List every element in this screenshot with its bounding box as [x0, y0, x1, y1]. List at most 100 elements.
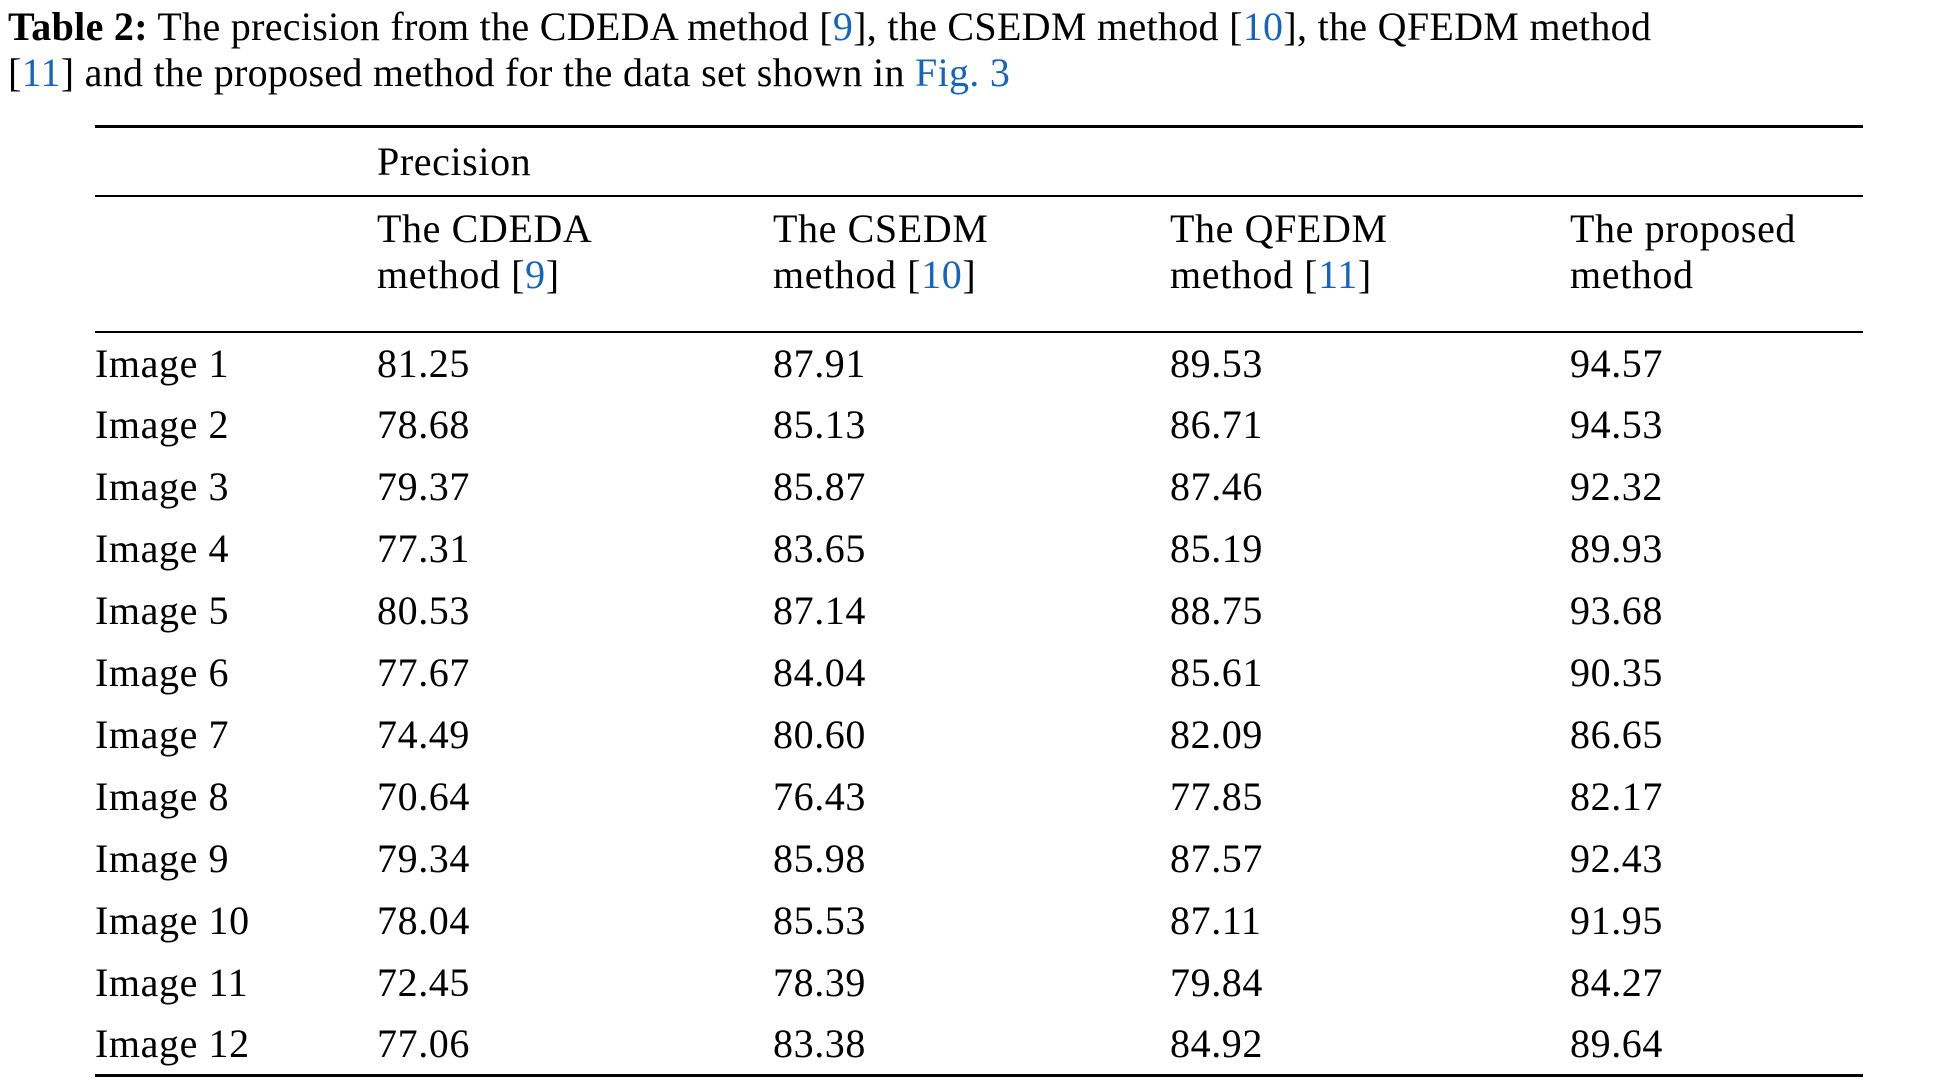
precision-value: 80.60 — [773, 712, 866, 757]
precision-value: 82.17 — [1570, 774, 1663, 819]
table-row: Image 6 77.67 84.04 85.61 90.35 — [95, 642, 1863, 704]
precision-value: 74.49 — [377, 712, 470, 757]
row-label: Image 11 — [95, 960, 249, 1005]
precision-value: 70.64 — [377, 774, 470, 819]
table-row: Image 9 79.34 85.98 87.57 92.43 — [95, 828, 1863, 890]
row-label: Image 5 — [95, 588, 230, 633]
precision-value: 83.65 — [773, 526, 866, 571]
table-row: Image 3 79.37 85.87 87.46 92.32 — [95, 456, 1863, 518]
precision-value: 87.46 — [1170, 464, 1263, 509]
column-header-line1: The QFEDM — [1170, 205, 1388, 251]
row-label: Image 12 — [95, 1021, 250, 1067]
reference-link[interactable]: 9 — [832, 4, 854, 49]
column-header-line1: The CDEDA — [377, 205, 593, 251]
precision-value: 85.98 — [773, 836, 866, 881]
group-header-precision: Precision — [377, 126, 1864, 197]
column-header-text: ] — [1357, 251, 1372, 297]
column-header: The CSEDM method [10] — [773, 195, 1170, 333]
precision-value: 87.14 — [773, 588, 866, 633]
precision-value: 85.13 — [773, 402, 866, 447]
row-label: Image 2 — [95, 402, 230, 447]
precision-value: 77.85 — [1170, 774, 1263, 819]
column-header-line1: The CSEDM — [773, 205, 989, 251]
reference-link[interactable]: 10 — [921, 251, 963, 297]
table-row: Image 10 78.04 85.53 87.11 91.95 — [95, 890, 1863, 952]
stub-cell — [95, 126, 377, 197]
precision-value: 84.92 — [1170, 1021, 1263, 1067]
precision-value: 87.11 — [1170, 898, 1262, 943]
column-header-line2: method — [1570, 252, 1863, 298]
precision-value: 94.53 — [1570, 402, 1663, 447]
precision-value: 94.57 — [1570, 340, 1663, 386]
caption-text: [ — [8, 50, 22, 95]
precision-value: 72.45 — [377, 960, 470, 1005]
precision-value: 85.87 — [773, 464, 866, 509]
caption-text: ] and the proposed method for the data s… — [60, 50, 916, 95]
precision-value: 77.31 — [377, 526, 470, 571]
precision-value: 85.61 — [1170, 650, 1263, 695]
precision-value: 87.91 — [773, 340, 866, 386]
precision-value: 85.19 — [1170, 526, 1263, 571]
column-header-text: method [ — [377, 251, 526, 297]
table-row: Image 5 80.53 87.14 88.75 93.68 — [95, 580, 1863, 642]
precision-value: 77.67 — [377, 650, 470, 695]
precision-value: 86.71 — [1170, 402, 1263, 447]
column-header-row: The CDEDA method [9] The CSEDM method [10] T… — [95, 195, 1864, 333]
precision-value: 89.64 — [1570, 1021, 1663, 1067]
precision-value: 84.04 — [773, 650, 866, 695]
row-label: Image 4 — [95, 526, 230, 571]
reference-link[interactable]: 11 — [21, 50, 61, 95]
table-row: Image 1 81.25 87.91 89.53 94.57 — [95, 332, 1863, 394]
precision-value: 78.04 — [377, 898, 470, 943]
precision-value: 82.09 — [1170, 712, 1263, 757]
table-row: Image 11 72.45 78.39 79.84 84.27 — [95, 952, 1863, 1014]
precision-value: 87.57 — [1170, 836, 1263, 881]
row-label: Image 9 — [95, 836, 230, 881]
caption-text: Table 2: — [8, 4, 148, 49]
column-header-line2: method [10] — [773, 252, 1170, 298]
precision-table: Precision The CDEDA method [9] The CSEDM me… — [95, 125, 1864, 1077]
precision-value: 76.43 — [773, 774, 866, 819]
precision-value: 79.84 — [1170, 960, 1263, 1005]
column-header: The QFEDM method [11] — [1170, 195, 1570, 333]
column-header-text: ] — [545, 251, 560, 297]
precision-value: 81.25 — [377, 340, 470, 386]
precision-value: 92.43 — [1570, 836, 1663, 881]
column-header: The proposed method — [1570, 195, 1864, 333]
precision-value: 84.27 — [1570, 960, 1663, 1005]
precision-value: 89.93 — [1570, 526, 1663, 571]
caption-text: ], the QFEDM method — [1283, 4, 1652, 49]
reference-link[interactable]: 11 — [1318, 251, 1358, 297]
reference-link[interactable]: 9 — [525, 251, 546, 297]
row-label: Image 6 — [95, 650, 230, 695]
reference-link[interactable]: Fig. 3 — [915, 50, 1011, 95]
precision-value: 89.53 — [1170, 340, 1263, 386]
precision-value: 86.65 — [1570, 712, 1663, 757]
caption-text: The precision from the CDEDA method [ — [147, 4, 833, 49]
caption-text: ], the CSEDM method [ — [853, 4, 1243, 49]
table-row: Image 4 77.31 83.65 85.19 89.93 — [95, 518, 1863, 580]
column-header-line2: method [9] — [377, 252, 773, 298]
column-header-line1: The proposed — [1570, 205, 1797, 251]
precision-value: 93.68 — [1570, 588, 1663, 633]
column-header-line2: method [11] — [1170, 252, 1570, 298]
precision-value: 91.95 — [1570, 898, 1663, 943]
row-label: Image 3 — [95, 464, 230, 509]
precision-value: 88.75 — [1170, 588, 1263, 633]
table-row: Image 8 70.64 76.43 77.85 82.17 — [95, 766, 1863, 828]
precision-value: 78.68 — [377, 402, 470, 447]
row-label: Image 1 — [95, 340, 230, 386]
precision-value: 92.32 — [1570, 464, 1663, 509]
table-row: Image 12 77.06 83.38 84.92 89.64 — [95, 1014, 1863, 1076]
group-header-row: Precision — [95, 126, 1864, 197]
column-header: The CDEDA method [9] — [377, 195, 773, 333]
precision-value: 85.53 — [773, 898, 866, 943]
row-label: Image 8 — [95, 774, 230, 819]
reference-link[interactable]: 10 — [1242, 4, 1284, 49]
precision-value: 83.38 — [773, 1021, 866, 1067]
precision-value: 80.53 — [377, 588, 470, 633]
column-header-text: method — [1570, 251, 1694, 297]
row-label: Image 7 — [95, 712, 230, 757]
precision-value: 79.34 — [377, 836, 470, 881]
